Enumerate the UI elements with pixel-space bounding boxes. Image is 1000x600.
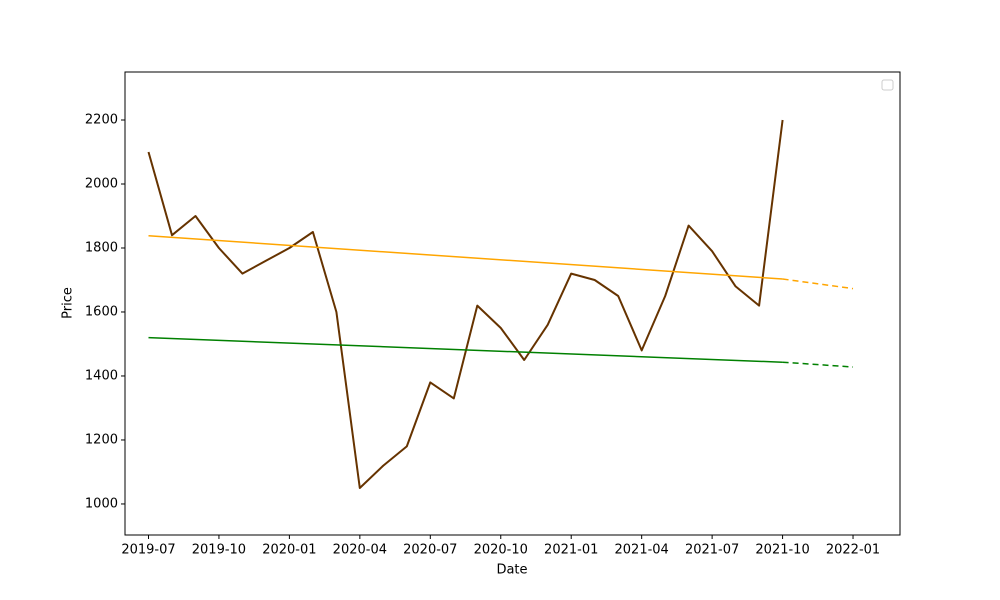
- legend-box: [881, 79, 894, 91]
- y-tick-label: 1000: [85, 496, 118, 511]
- x-tick-label: 2020-01: [262, 543, 316, 558]
- x-tick-label: 2021-07: [685, 543, 739, 558]
- x-tick-label: 2019-10: [192, 543, 246, 558]
- series-line: [147, 119, 784, 489]
- x-tick-label: 2020-04: [333, 543, 387, 558]
- y-tick-label: 1800: [85, 240, 118, 255]
- x-tick-label: 2019-07: [121, 543, 175, 558]
- y-tick-label: 2000: [85, 176, 118, 191]
- series-line: [148, 336, 783, 363]
- plot-frame: [124, 71, 901, 536]
- y-tick-label: 1600: [85, 304, 118, 319]
- series-line: [782, 278, 854, 290]
- x-tick-label: 2020-07: [403, 543, 457, 558]
- series-line: [782, 361, 854, 368]
- x-tick-label: 2021-01: [544, 543, 598, 558]
- y-tick-label: 1400: [85, 368, 118, 383]
- y-axis-label: Price: [61, 287, 76, 319]
- x-tick-label: 2022-01: [826, 543, 880, 558]
- x-tick-label: 2021-04: [615, 543, 669, 558]
- x-tick-label: 2020-10: [474, 543, 528, 558]
- y-tick-label: 1200: [85, 432, 118, 447]
- y-tick-label: 2200: [85, 112, 118, 127]
- x-tick-label: 2021-10: [755, 543, 809, 558]
- series-line: [148, 235, 783, 280]
- x-axis-label: Date: [496, 563, 527, 578]
